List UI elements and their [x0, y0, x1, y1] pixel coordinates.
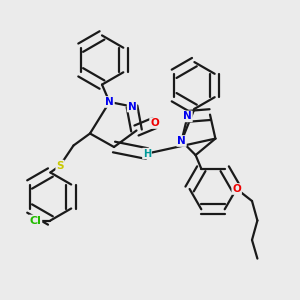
Text: O: O — [150, 118, 159, 128]
Text: H: H — [143, 148, 151, 159]
Text: Cl: Cl — [29, 215, 41, 226]
Text: N: N — [183, 111, 192, 122]
Text: N: N — [128, 101, 136, 112]
Text: N: N — [105, 97, 114, 107]
Text: O: O — [232, 184, 241, 194]
Text: S: S — [56, 160, 64, 171]
Text: N: N — [177, 136, 186, 146]
